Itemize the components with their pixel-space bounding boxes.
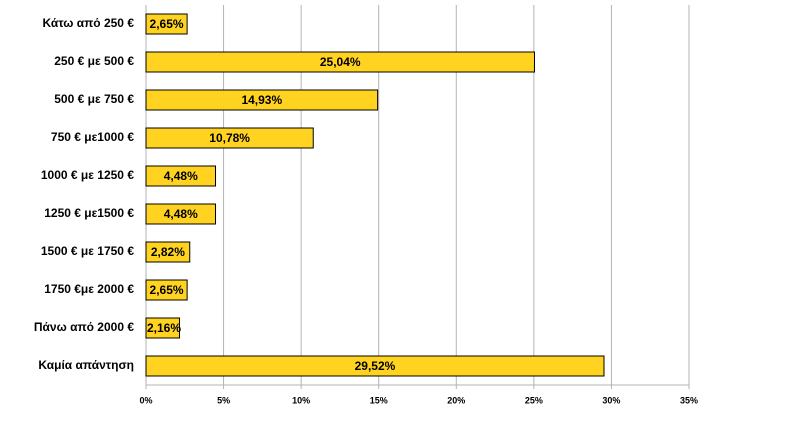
bar [145,89,379,111]
y-tick-label: Καμία απάντηση [38,358,134,372]
y-tick-label: 1500 € με 1750 € [41,244,134,258]
x-tick-label: 20% [447,395,465,405]
bar [145,355,605,377]
bar [145,165,217,187]
x-tick-label: 5% [217,395,230,405]
y-tick-label: 750 € με1000 € [51,130,134,144]
y-tick-label: Πάνω από 2000 € [34,320,134,334]
x-tick-label: 0% [139,395,152,405]
y-tick-label: 250 € με 500 € [54,54,134,68]
y-tick-label: 1000 € με 1250 € [41,168,134,182]
data-label: 2,65% [150,17,184,31]
data-label: 4,48% [164,207,198,221]
bar [145,279,188,301]
x-tick-label: 10% [292,395,310,405]
bar [145,317,181,339]
y-tick-label: Κάτω από 250 € [42,16,134,30]
bar [145,241,191,263]
bar [145,13,188,35]
data-label: 2,82% [151,245,185,259]
bar [145,203,217,225]
x-tick-label: 25% [525,395,543,405]
data-label: 2,16% [147,321,181,335]
x-tick-label: 30% [602,395,620,405]
data-label: 25,04% [320,55,361,69]
data-label: 14,93% [241,93,282,107]
y-tick-label: 500 € με 750 € [54,92,134,106]
data-label: 10,78% [209,131,250,145]
y-tick-label: 1750 €με 2000 € [44,282,134,296]
data-label: 2,65% [150,283,184,297]
data-label: 4,48% [164,169,198,183]
data-label: 29,52% [355,359,396,373]
x-tick-label: 35% [680,395,698,405]
y-tick-label: 1250 € με1500 € [44,206,134,220]
bar [145,127,314,149]
x-tick-label: 15% [370,395,388,405]
bar [145,51,535,73]
